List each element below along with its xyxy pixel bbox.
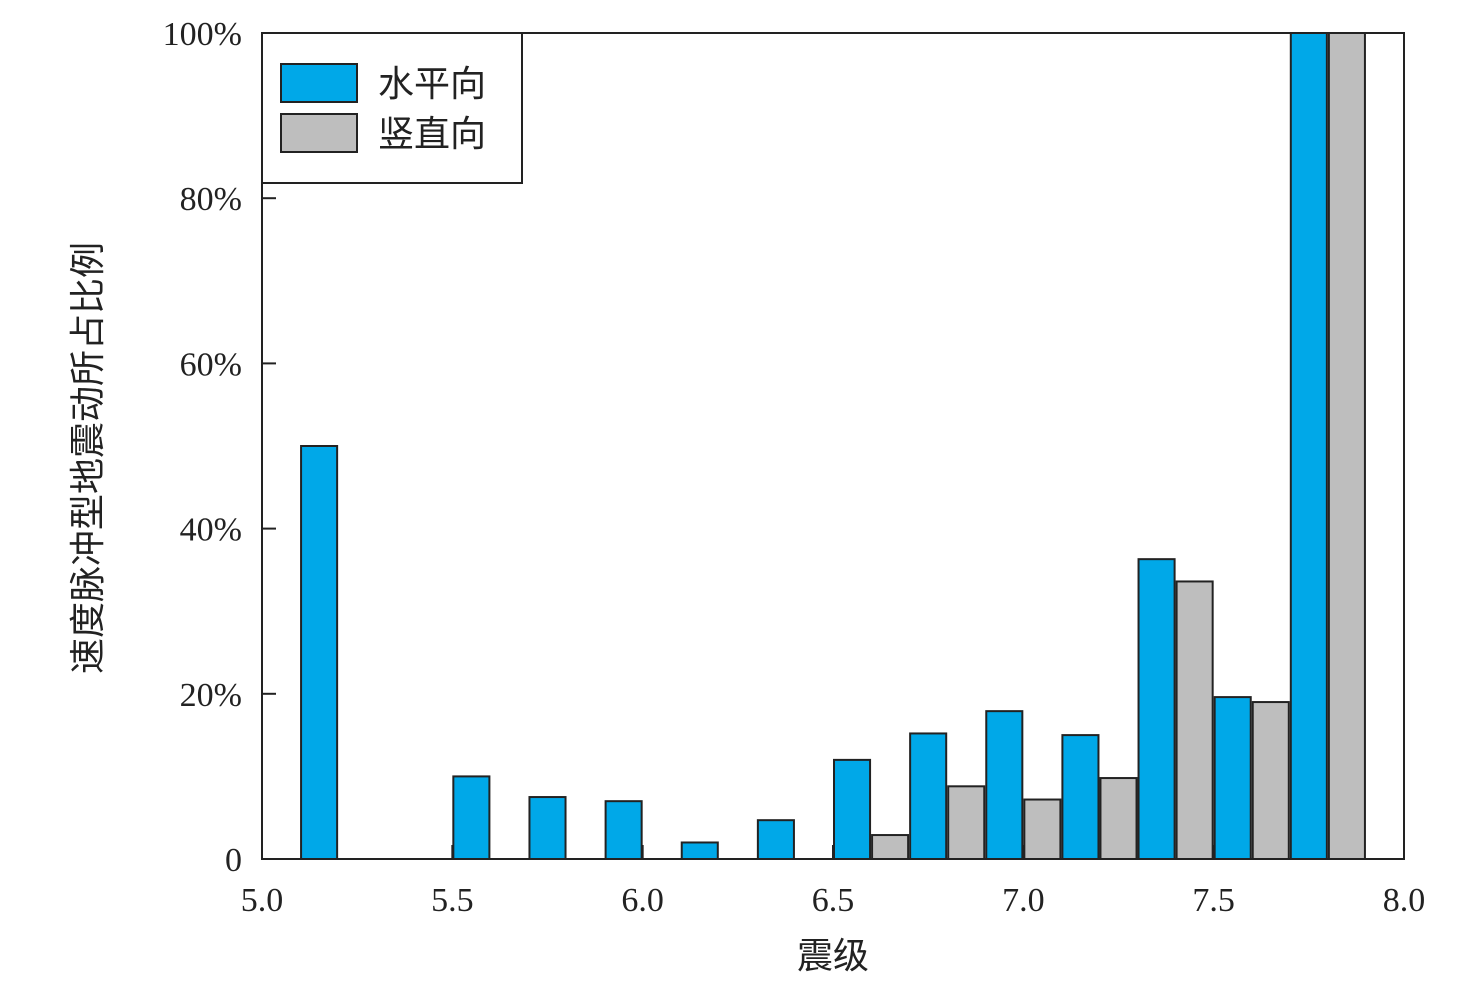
bar-vertical-7 xyxy=(871,834,910,861)
x-axis-title: 震级 xyxy=(797,936,869,977)
x-tick-label: 6.5 xyxy=(812,882,855,919)
y-tick-label: 20% xyxy=(180,677,242,714)
bar-horizontal-3 xyxy=(528,796,567,860)
x-tick-label: 5.0 xyxy=(241,882,284,919)
legend: 水平向 竖直向 xyxy=(261,32,523,184)
y-tick-label: 40% xyxy=(180,512,242,549)
bar-horizontal-8 xyxy=(909,732,948,860)
bar-horizontal-7 xyxy=(833,758,872,861)
bar-vertical-9 xyxy=(1023,798,1062,861)
bar-horizontal-4 xyxy=(604,800,643,860)
y-tick-label: 100% xyxy=(163,16,242,53)
legend-swatch-vertical xyxy=(280,113,358,153)
bar-vertical-11 xyxy=(1175,580,1214,860)
y-tick-label: 80% xyxy=(180,181,242,218)
x-tick-label: 5.5 xyxy=(431,882,474,919)
x-tick-label: 8.0 xyxy=(1383,882,1426,919)
bar-vertical-12 xyxy=(1251,701,1290,860)
bar-vertical-13 xyxy=(1327,32,1366,860)
bar-vertical-8 xyxy=(947,785,986,861)
bar-horizontal-10 xyxy=(1061,734,1100,860)
bar-vertical-10 xyxy=(1099,777,1138,860)
bar-horizontal-6 xyxy=(756,819,795,860)
legend-label-vertical: 竖直向 xyxy=(378,114,486,155)
legend-swatch-horizontal xyxy=(280,63,358,103)
bar-horizontal-9 xyxy=(985,710,1024,860)
bar-horizontal-12 xyxy=(1213,696,1252,860)
x-tick-label: 6.0 xyxy=(621,882,664,919)
x-tick-label: 7.0 xyxy=(1002,882,1045,919)
bar-horizontal-2 xyxy=(452,775,491,861)
bar-horizontal-0 xyxy=(300,445,339,860)
y-axis-title: 速度脉冲型地震动所占比例 xyxy=(68,242,109,674)
bar-horizontal-5 xyxy=(680,841,719,860)
legend-label-horizontal: 水平向 xyxy=(378,64,486,105)
bar-horizontal-11 xyxy=(1137,558,1176,860)
legend-box xyxy=(261,32,523,184)
y-tick-label: 0 xyxy=(225,842,242,879)
ticks-layer: 5.0 5.5 6.0 6.5 7.0 7.5 8.0 0 20% 40% 60% 80% 100% xyxy=(163,16,1426,919)
bar-horizontal-13 xyxy=(1289,32,1328,860)
y-tick-label: 60% xyxy=(180,346,242,383)
x-tick-label: 7.5 xyxy=(1192,882,1235,919)
